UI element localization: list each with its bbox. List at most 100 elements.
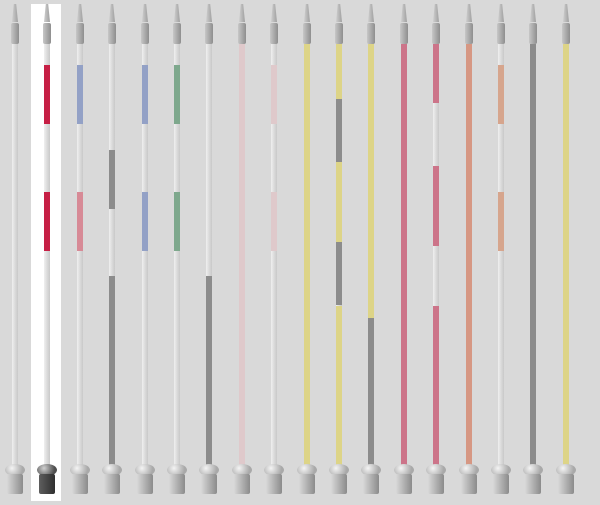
pole-tip	[174, 4, 180, 22]
pole-base-body	[201, 474, 217, 494]
pole-base	[459, 464, 479, 496]
pole-band	[336, 242, 342, 305]
pole-collar	[270, 23, 278, 44]
pole-2[interactable]	[31, 0, 61, 505]
pole-base-cap	[523, 464, 543, 476]
pole-shaft	[336, 44, 342, 466]
pole-collar	[562, 23, 570, 44]
pole-collar	[303, 23, 311, 44]
pole-band	[174, 192, 180, 251]
pole-14[interactable]	[422, 0, 450, 505]
pole-band	[336, 162, 342, 242]
pole-base	[264, 464, 284, 496]
pole-base-cap	[264, 464, 284, 476]
pole-band	[433, 44, 439, 103]
pole-base-cap	[167, 464, 187, 476]
pole-shaft	[563, 44, 569, 466]
pole-band	[336, 99, 342, 162]
pole-band	[239, 44, 245, 466]
pole-tip	[239, 4, 245, 22]
pole-shaft	[239, 44, 245, 466]
pole-band	[336, 306, 342, 466]
pole-band	[44, 65, 50, 124]
pole-1[interactable]	[1, 0, 29, 505]
pole-tip	[109, 4, 115, 22]
pole-band	[142, 192, 148, 251]
pole-band	[498, 65, 504, 124]
pole-11[interactable]	[325, 0, 353, 505]
pole-collar	[465, 23, 473, 44]
pole-3[interactable]	[66, 0, 94, 505]
pole-collar	[238, 23, 246, 44]
pole-12[interactable]	[357, 0, 385, 505]
pole-band	[368, 318, 374, 466]
pole-base-cap	[5, 464, 25, 476]
pole-shaft	[174, 44, 180, 466]
pole-base-body	[493, 474, 509, 494]
pole-base-body	[299, 474, 315, 494]
pole-base	[361, 464, 381, 496]
pole-base	[394, 464, 414, 496]
pole-base-body	[104, 474, 120, 494]
pole-shaft	[466, 44, 472, 466]
pole-collar	[335, 23, 343, 44]
pole-13[interactable]	[390, 0, 418, 505]
pole-base	[426, 464, 446, 496]
pole-tip	[12, 4, 18, 22]
pole-band	[433, 306, 439, 466]
pole-9[interactable]	[260, 0, 288, 505]
pole-base-cap	[426, 464, 446, 476]
pole-shaft	[271, 44, 277, 466]
pole-band	[466, 44, 472, 466]
pole-base-body	[137, 474, 153, 494]
pole-base	[556, 464, 576, 496]
pole-shaft	[530, 44, 536, 466]
pole-shaft	[401, 44, 407, 466]
pole-base-body	[7, 474, 23, 494]
pole-base	[5, 464, 25, 496]
pole-18[interactable]	[552, 0, 580, 505]
pole-base-body	[39, 474, 55, 494]
pole-collar	[367, 23, 375, 44]
pole-7[interactable]	[195, 0, 223, 505]
pole-band	[530, 44, 536, 466]
pole-band	[44, 192, 50, 251]
pole-base-cap	[70, 464, 90, 476]
pole-band	[271, 65, 277, 124]
pole-band	[304, 44, 310, 466]
pole-base-cap	[232, 464, 252, 476]
pole-base-cap	[556, 464, 576, 476]
pole-tip	[563, 4, 569, 22]
pole-tip	[206, 4, 212, 22]
pole-collar	[497, 23, 505, 44]
pole-band	[77, 192, 83, 251]
pole-10[interactable]	[293, 0, 321, 505]
pole-band	[563, 44, 569, 466]
pole-base	[135, 464, 155, 496]
pole-6[interactable]	[163, 0, 191, 505]
pole-collar	[76, 23, 84, 44]
pole-shaft	[44, 44, 50, 466]
pole-4[interactable]	[98, 0, 126, 505]
pole-base-body	[525, 474, 541, 494]
pole-16[interactable]	[487, 0, 515, 505]
pole-17[interactable]	[519, 0, 547, 505]
pole-base	[297, 464, 317, 496]
pole-base-body	[396, 474, 412, 494]
pole-base-body	[363, 474, 379, 494]
pole-base-body	[169, 474, 185, 494]
pole-shaft	[498, 44, 504, 466]
pole-base	[70, 464, 90, 496]
pole-collar	[205, 23, 213, 44]
pole-base	[102, 464, 122, 496]
pole-band	[498, 192, 504, 251]
pole-collar	[11, 23, 19, 44]
pole-base	[199, 464, 219, 496]
pole-base-cap	[361, 464, 381, 476]
pole-5[interactable]	[131, 0, 159, 505]
pole-15[interactable]	[455, 0, 483, 505]
pole-base-body	[72, 474, 88, 494]
pole-base-body	[461, 474, 477, 494]
pole-8[interactable]	[228, 0, 256, 505]
